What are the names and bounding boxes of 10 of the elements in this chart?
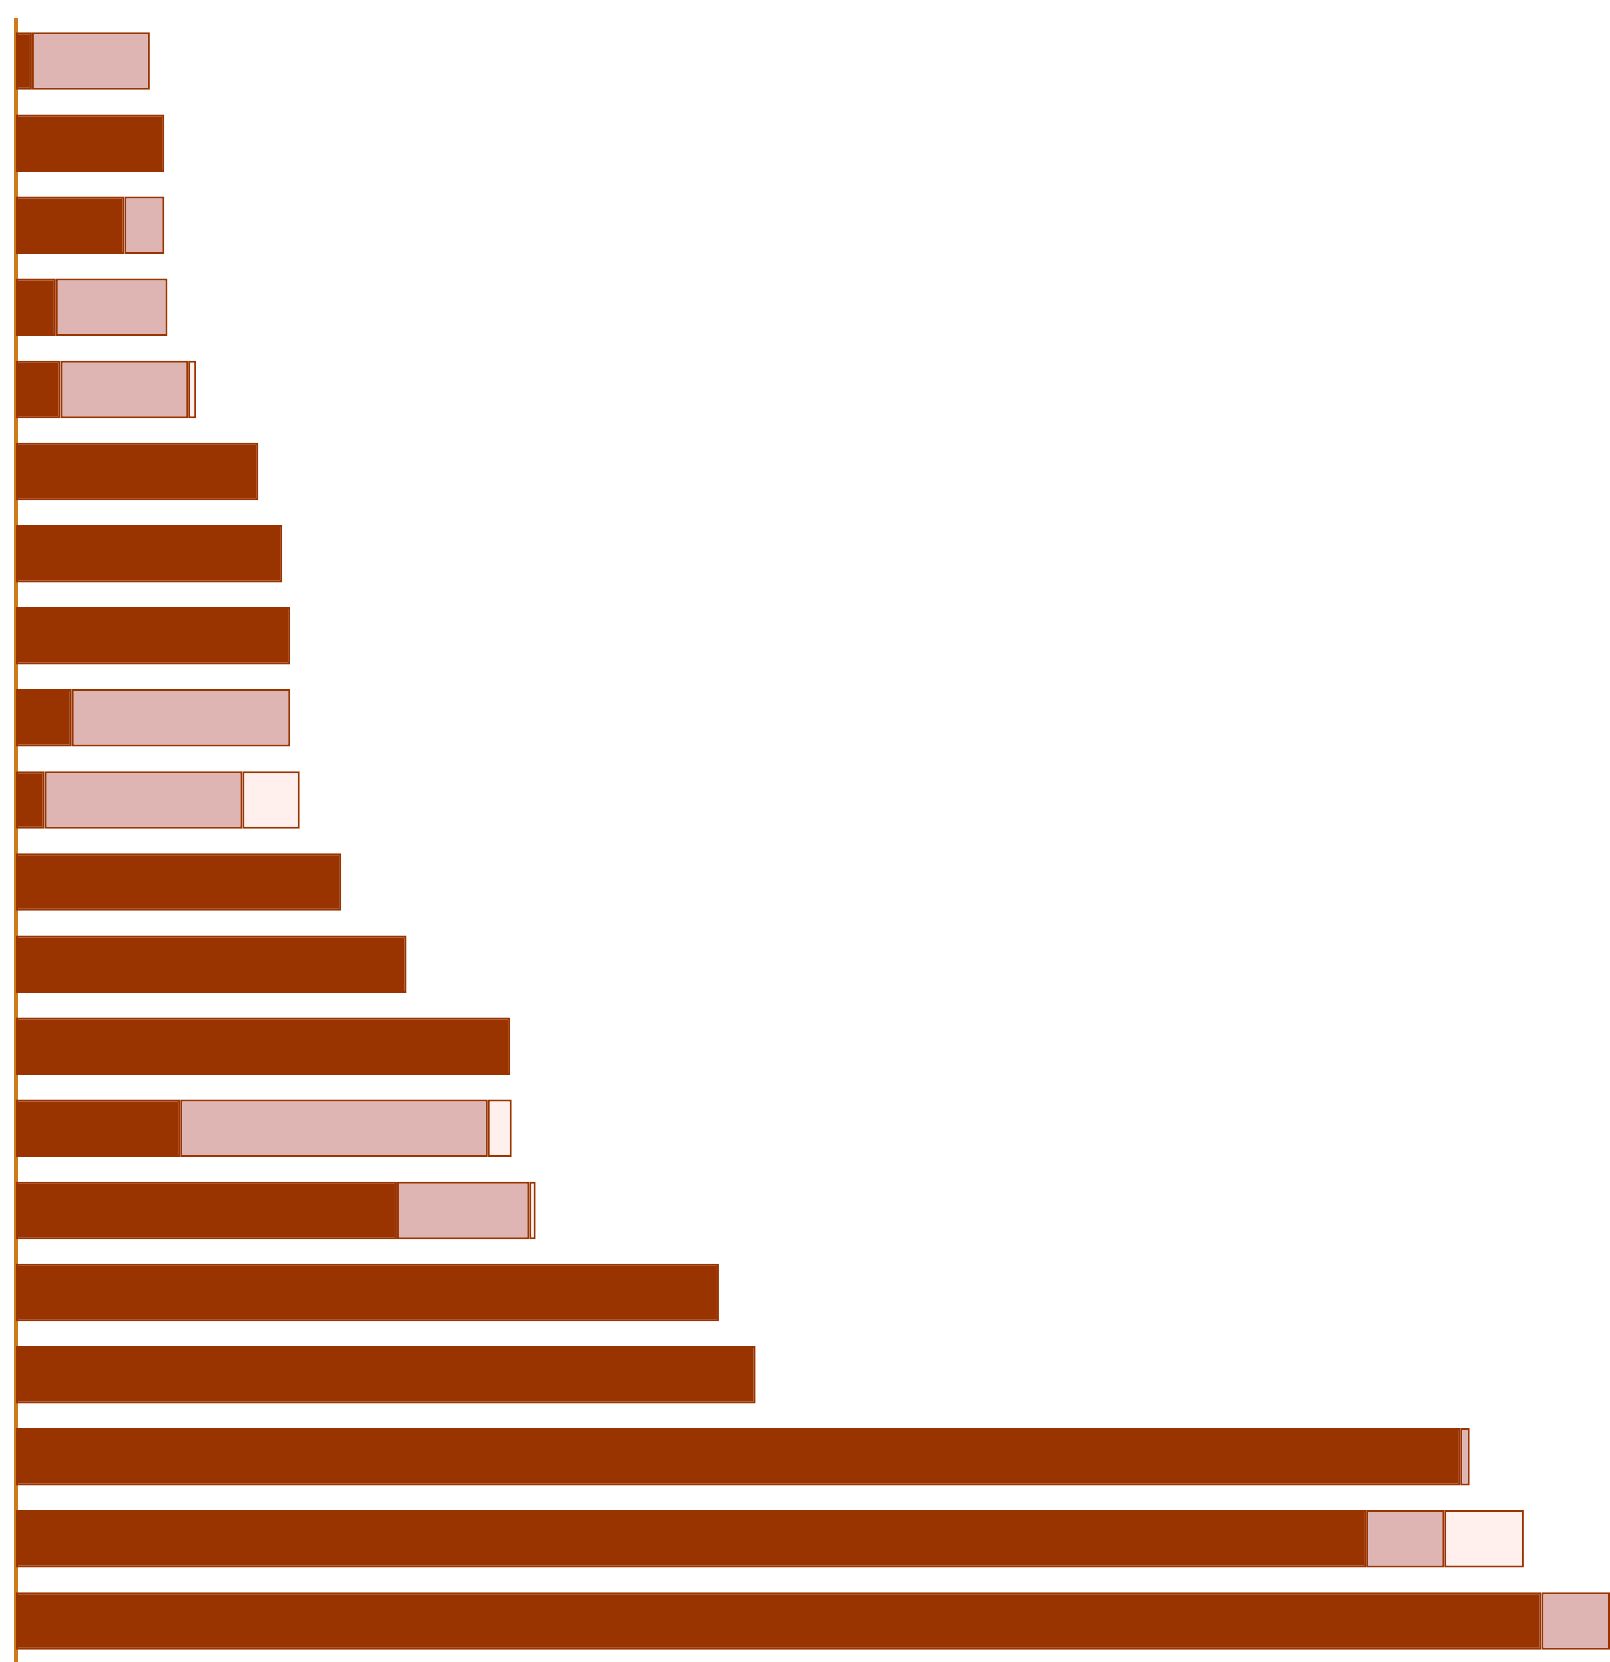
- bar: [16, 607, 291, 665]
- bar: [16, 442, 259, 501]
- bar: [16, 853, 342, 911]
- bar: [16, 1428, 1461, 1486]
- bar: [16, 1017, 511, 1075]
- bar: [16, 935, 407, 993]
- bar: [16, 524, 283, 583]
- bar: [16, 114, 165, 172]
- bar: [16, 1345, 756, 1404]
- bar: [16, 1263, 719, 1322]
